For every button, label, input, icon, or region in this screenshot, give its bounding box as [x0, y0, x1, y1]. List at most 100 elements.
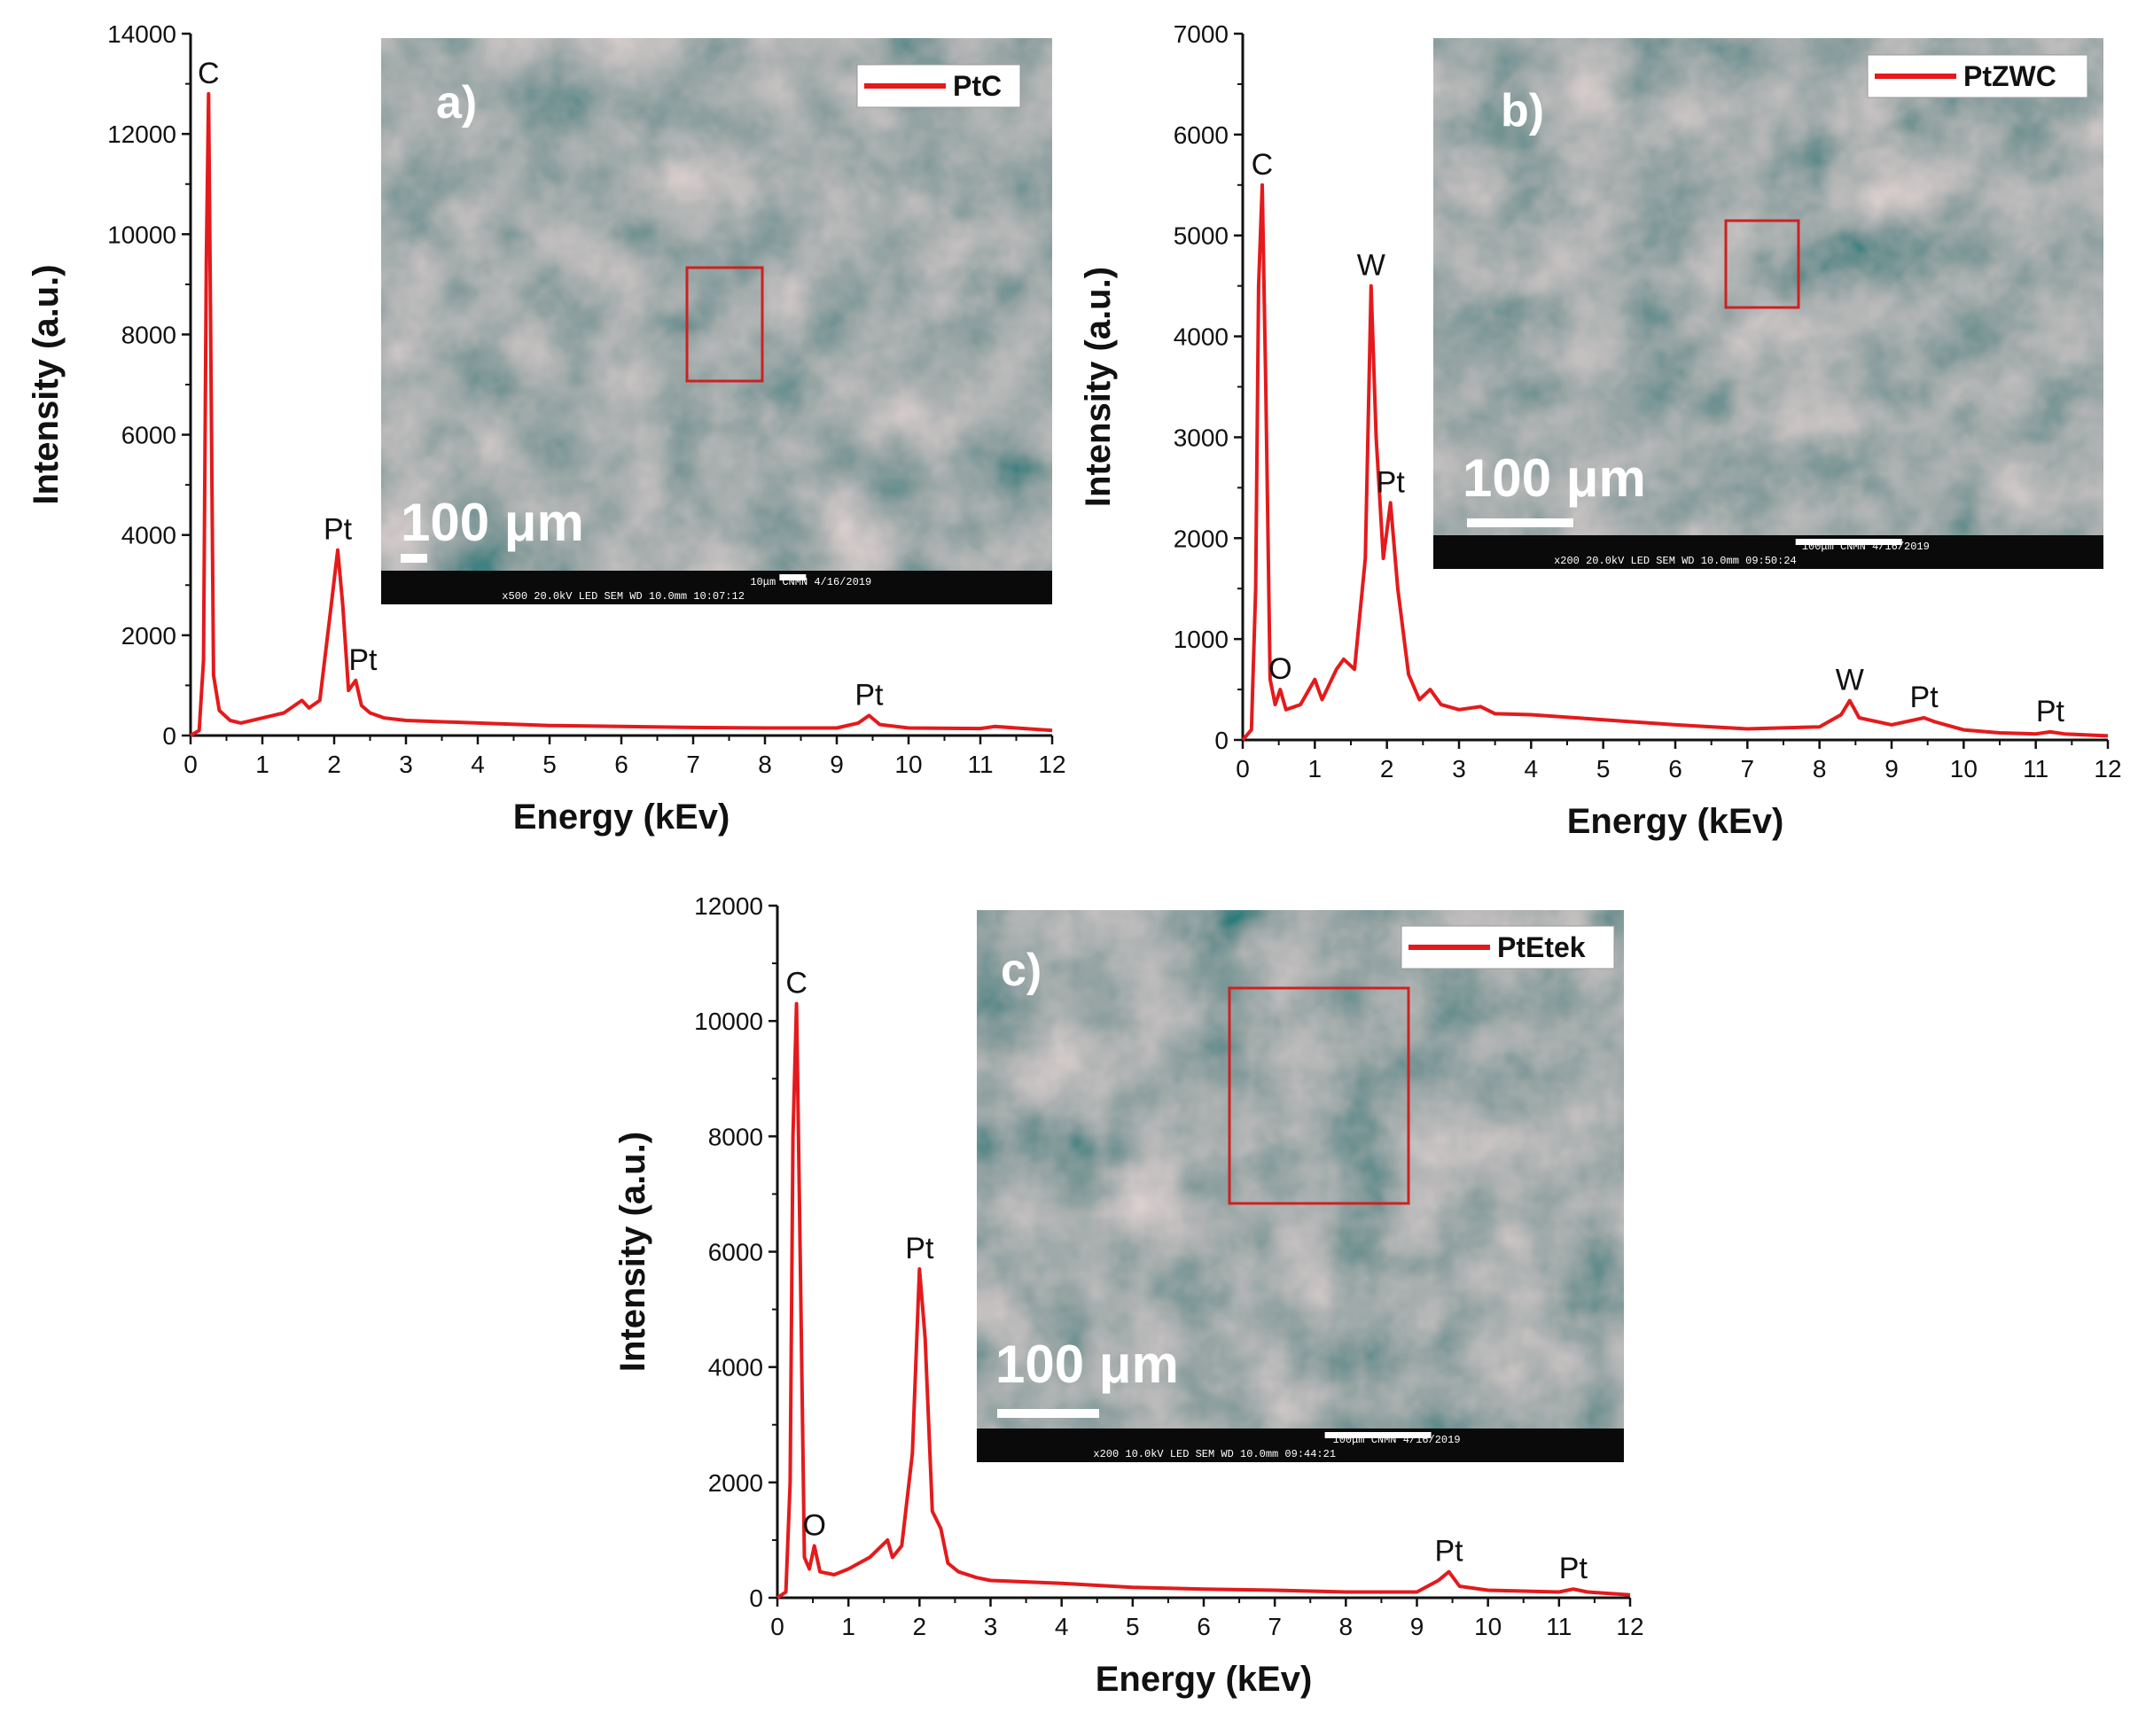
x-axis-title: Energy (kEv) [513, 798, 730, 837]
y-tick-label: 6000 [121, 422, 176, 449]
x-tick-label: 1 [255, 751, 269, 778]
x-tick-label: 7 [686, 751, 700, 778]
panel-label: a) [436, 77, 477, 128]
spectrum-line [776, 1001, 1631, 1600]
sem-selection-box [1724, 219, 1800, 309]
y-tick-label: 1000 [1174, 626, 1229, 653]
y-tick-label: 4000 [121, 522, 176, 549]
x-tick-label: 2 [327, 751, 341, 778]
sem-info-bar [1433, 535, 2103, 569]
spectrum-line [189, 91, 1053, 737]
legend: PtZWC [1867, 54, 2088, 98]
x-tick-label: 6 [1197, 1613, 1211, 1640]
sem-info-scalebar [1795, 539, 1902, 545]
sem-info-line-1: 100μm CNMN 4/16/2019 [1333, 1434, 1461, 1446]
x-tick-label: 0 [1236, 755, 1250, 782]
x-tick-label: 3 [984, 1613, 998, 1640]
y-tick-label: 2000 [121, 622, 176, 650]
peak-label-o: O [1268, 652, 1291, 686]
y-tick-label: 3000 [1174, 424, 1229, 451]
sem-info-line-1: 10μm CNMN 4/16/2019 [750, 576, 871, 588]
y-tick-label: 6000 [1174, 121, 1229, 149]
y-tick-label: 2000 [1174, 525, 1229, 552]
y-axis-title: Intensity (a.u.) [1079, 267, 1118, 507]
y-axis-title: Intensity (a.u.) [27, 264, 66, 504]
sem-info-bar [977, 1429, 1624, 1462]
y-tick-label: 7000 [1174, 20, 1229, 48]
y-tick-label: 12000 [107, 121, 176, 148]
y-tick-label: 8000 [121, 321, 176, 348]
x-tick-label: 12 [1616, 1613, 1643, 1640]
chart-panel-2: 100μm CNMN 4/16/2019 x200 20.0kV LED SEM … [1079, 20, 2122, 841]
x-tick-label: 12 [2094, 755, 2121, 782]
y-tick-label: 0 [1214, 727, 1229, 754]
peak-label-pt: Pt [1910, 681, 1939, 714]
legend-label: PtZWC [1963, 60, 2056, 92]
x-tick-label: 9 [1410, 1613, 1424, 1640]
x-tick-label: 2 [1380, 755, 1394, 782]
x-tick-label: 9 [1884, 755, 1899, 782]
sem-image-texture [1433, 38, 2103, 535]
x-tick-label: 8 [758, 751, 772, 778]
x-tick-label: 11 [967, 751, 993, 778]
x-tick-label: 1 [1308, 755, 1323, 782]
chart-panel-1: 10μm CNMN 4/16/2019 x500 20.0kV LED SEM W… [27, 20, 1066, 837]
x-tick-label: 5 [1596, 755, 1611, 782]
x-axis-title: Energy (kEv) [1567, 802, 1784, 841]
sem-selection-box [1228, 986, 1410, 1205]
y-tick-label: 0 [749, 1584, 763, 1612]
y-tick-label: 5000 [1174, 222, 1229, 250]
legend-label: PtEtek [1497, 931, 1586, 963]
y-tick-label: 2000 [708, 1469, 763, 1497]
sem-image: 100μm CNMN 4/16/2019 x200 20.0kV LED SEM … [1433, 38, 2103, 569]
peak-label-pt: Pt [905, 1232, 934, 1265]
x-tick-label: 11 [1546, 1613, 1572, 1640]
chart-panel-3: 100μm CNMN 4/16/2019 x200 10.0kV LED SEM … [613, 892, 1644, 1699]
legend-label: PtC [953, 70, 1002, 102]
x-tick-label: 10 [1950, 755, 1978, 782]
x-tick-label: 6 [1668, 755, 1682, 782]
sem-info-scalebar [779, 574, 807, 580]
y-tick-label: 8000 [708, 1123, 763, 1150]
panel-label: c) [1001, 945, 1042, 996]
legend: PtC [856, 64, 1021, 108]
x-tick-label: 10 [1474, 1613, 1502, 1640]
peak-label-o: O [802, 1508, 825, 1542]
x-tick-label: 4 [1055, 1613, 1069, 1640]
peak-label-c: C [785, 967, 808, 1000]
spectrum-line [1241, 183, 2109, 742]
y-tick-label: 4000 [1174, 323, 1229, 351]
sem-info-bar [381, 571, 1052, 604]
scale-bar-label: 100 μm [1463, 448, 1646, 508]
sem-image: 100μm CNMN 4/16/2019 x200 10.0kV LED SEM … [977, 910, 1624, 1462]
x-tick-label: 1 [841, 1613, 855, 1640]
sem-info-line-1: 100μm CNMN 4/16/2019 [1802, 541, 1930, 553]
peak-label-pt: Pt [324, 513, 353, 547]
scale-bar [401, 554, 427, 563]
scale-bar-label: 100 μm [995, 1335, 1179, 1394]
y-tick-label: 10000 [107, 221, 176, 248]
y-tick-label: 10000 [694, 1008, 763, 1035]
x-tick-label: 8 [1813, 755, 1827, 782]
x-tick-label: 0 [183, 751, 198, 778]
scale-bar [1467, 518, 1573, 527]
x-tick-label: 7 [1268, 1613, 1282, 1640]
sem-selection-box [685, 266, 764, 383]
y-tick-label: 14000 [107, 20, 176, 48]
y-tick-label: 0 [162, 722, 176, 750]
peak-label-c: C [198, 57, 220, 90]
x-tick-label: 10 [894, 751, 922, 778]
peak-label-pt: Pt [1559, 1552, 1588, 1585]
peak-label-pt: Pt [348, 643, 378, 677]
y-tick-label: 12000 [694, 892, 763, 920]
panel-label: b) [1501, 85, 1544, 136]
peak-label-c: C [1252, 148, 1274, 182]
x-tick-label: 5 [1126, 1613, 1140, 1640]
peak-label-pt: Pt [1435, 1535, 1464, 1569]
x-tick-label: 2 [913, 1613, 927, 1640]
x-tick-label: 4 [1525, 755, 1539, 782]
x-tick-label: 5 [542, 751, 557, 778]
y-axis-title: Intensity (a.u.) [613, 1132, 652, 1372]
peak-label-pt: Pt [1377, 465, 1406, 499]
